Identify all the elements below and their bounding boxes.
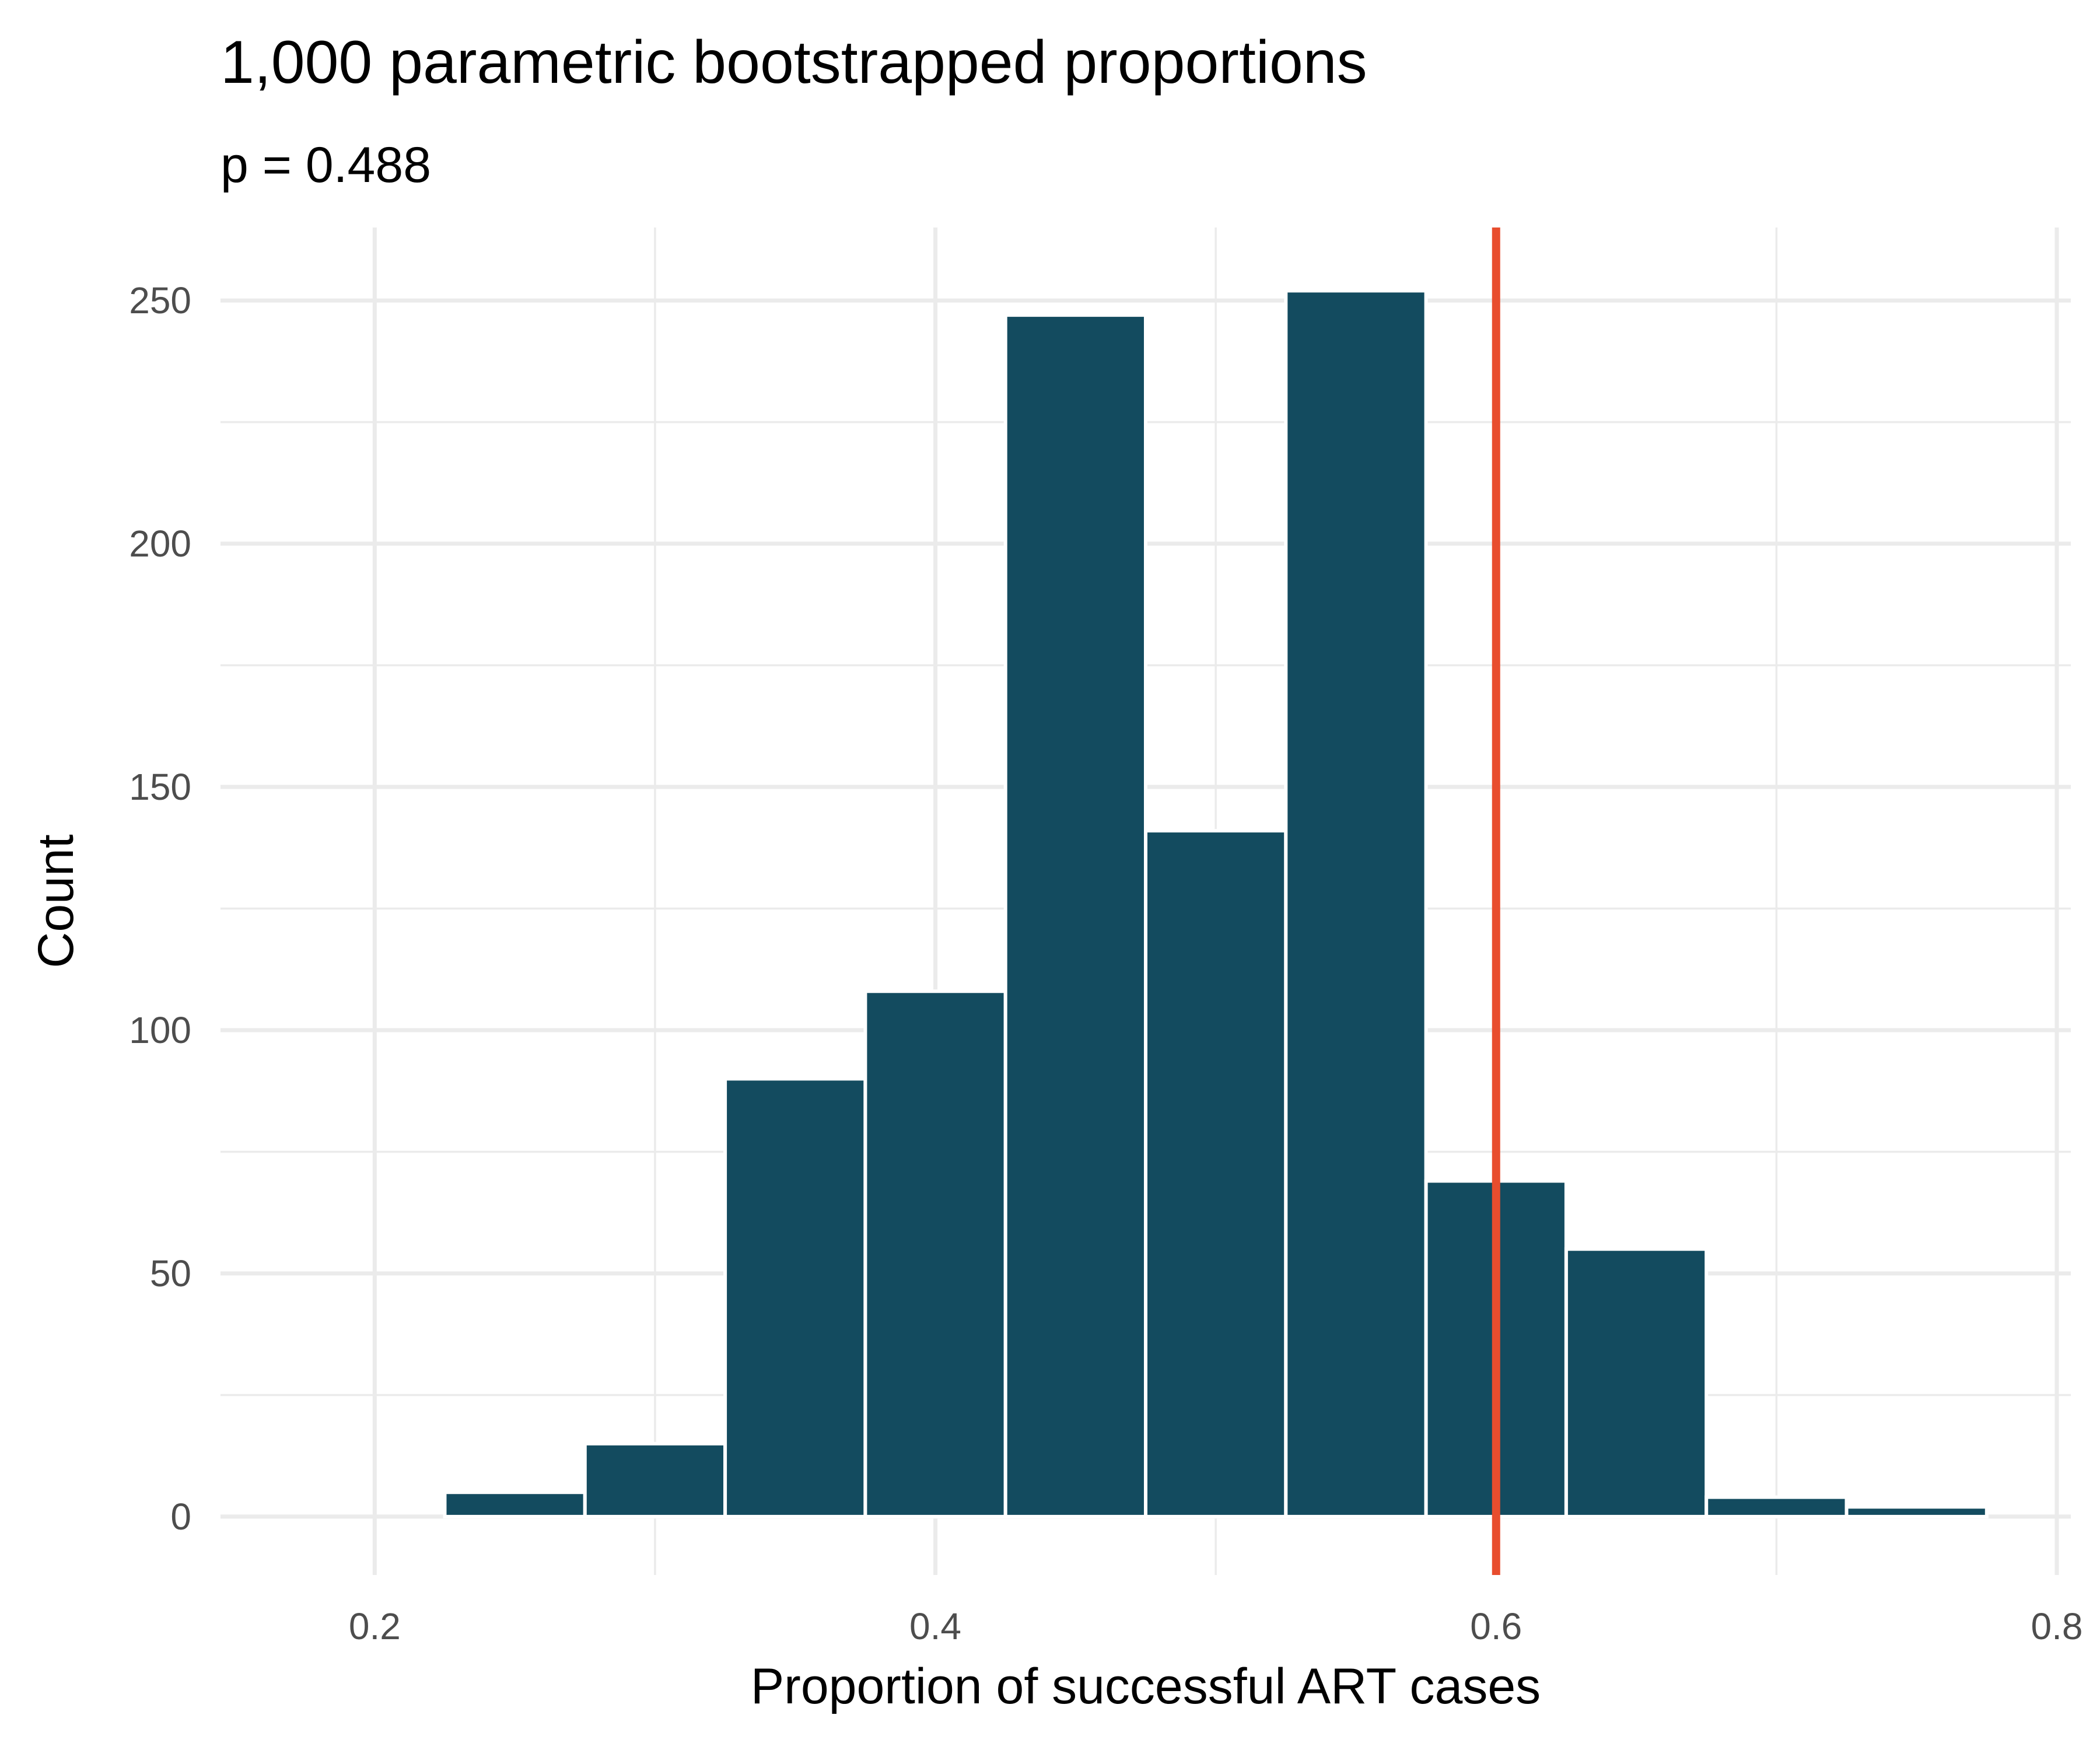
histogram-bar [583,1441,727,1518]
histogram-bar [723,1077,867,1518]
x-tick-label: 0.8 [2031,1605,2082,1647]
chart-title: 1,000 parametric bootstrapped proportion… [220,29,1367,96]
histogram-bar [1564,1247,1709,1518]
histogram-bar [443,1490,587,1518]
histogram-bar [1845,1505,1989,1518]
y-tick-label: 200 [129,523,191,565]
y-tick-label: 100 [129,1009,191,1051]
x-axis-title: Proportion of successful ART cases [751,1658,1541,1714]
histogram-bar [863,989,1007,1518]
histogram-bar [1003,313,1148,1518]
histogram-bar [1704,1495,1849,1518]
y-tick-label: 250 [129,279,191,321]
x-tick-label: 0.2 [349,1605,401,1647]
y-tick-label: 50 [150,1252,191,1294]
x-axis-ticks: 0.2 0.4 0.6 0.8 [349,1605,2083,1647]
x-tick-label: 0.4 [909,1605,961,1647]
histogram-bars [443,289,1989,1518]
y-axis-title: Count [28,834,84,968]
histogram-bar [1144,829,1288,1518]
histogram-bar [1284,289,1428,1518]
y-tick-label: 150 [129,766,191,808]
y-tick-label: 0 [170,1496,191,1538]
chart-subtitle: p = 0.488 [220,137,431,193]
x-tick-label: 0.6 [1470,1605,1522,1647]
y-axis-ticks: 0 50 100 150 200 250 [129,279,191,1538]
